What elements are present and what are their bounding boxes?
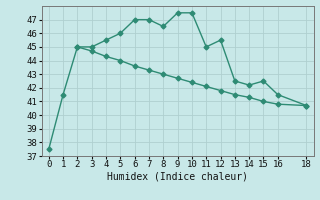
X-axis label: Humidex (Indice chaleur): Humidex (Indice chaleur) [107, 172, 248, 182]
